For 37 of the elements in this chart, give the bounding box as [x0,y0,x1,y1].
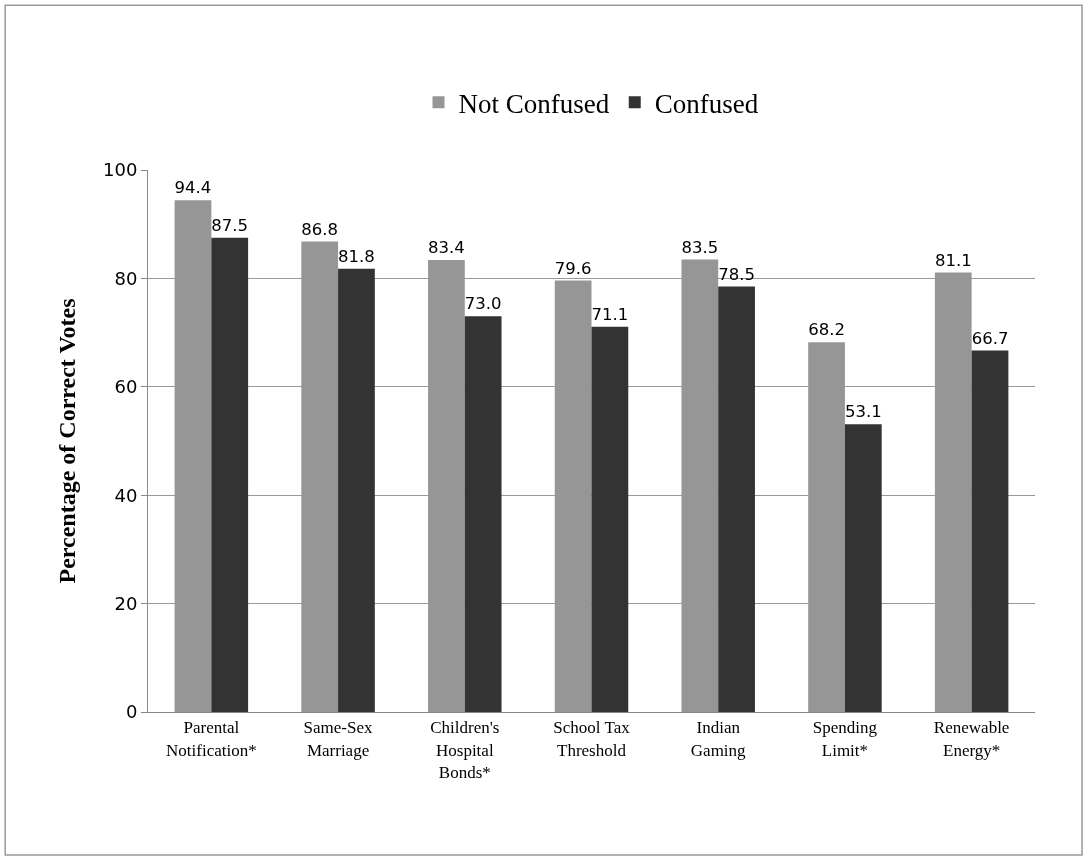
x-tick-label: Same-Sex Marriage [303,718,374,760]
legend-label: Confused [654,88,759,119]
data-label: 73.0 [464,294,502,314]
bar [844,424,882,712]
x-tick-label: Children's Hospital Bonds* [430,718,500,782]
data-label: 79.6 [554,258,592,278]
y-tick-label: 80 [114,267,138,289]
bar [718,286,755,712]
x-tick-label: Indian Gaming [690,718,747,760]
y-tick-label: 60 [114,376,138,398]
data-label: 53.1 [844,402,882,422]
x-tick-label: School Tax Threshold [553,718,631,760]
bar [971,350,1009,712]
data-label: 81.8 [338,246,375,266]
data-label: 83.5 [681,237,719,257]
data-label: 78.5 [718,264,755,284]
y-tick-label: 20 [114,592,138,614]
y-tick-label: 100 [103,159,138,181]
legend-label: Not Confused [458,88,610,119]
data-label: 66.7 [971,328,1009,348]
data-label: 94.4 [174,178,212,198]
x-tick-label: Renewable Energy* [933,718,1010,760]
bar [464,316,502,712]
bar [591,326,629,712]
data-label: 68.2 [808,320,845,340]
data-label: 86.8 [301,219,339,239]
bar [338,268,375,712]
x-tick-label: Parental Notification* [166,718,257,760]
data-label: 83.4 [428,238,465,258]
y-axis-title: Percentage of Correct Votes [54,298,81,584]
data-label: 71.1 [591,304,629,324]
y-tick-label: 0 [125,701,138,723]
data-label: 87.5 [211,215,249,235]
bar [211,237,249,712]
data-label: 81.1 [934,250,972,270]
y-tick-label: 40 [114,484,138,506]
x-tick-label: Spending Limit* [812,718,878,760]
